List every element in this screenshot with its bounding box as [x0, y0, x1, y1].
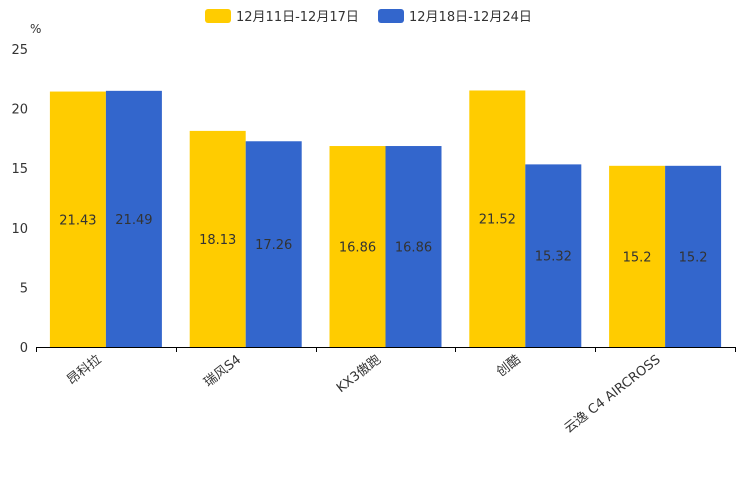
bar — [665, 165, 722, 347]
x-category-label: 昂科拉 — [64, 352, 104, 388]
bar — [105, 90, 162, 347]
bar-value-label: 15.2 — [679, 250, 708, 265]
bars — [49, 90, 722, 347]
x-category-label: 创酷 — [494, 352, 524, 380]
bar-value-label: 21.49 — [115, 213, 152, 228]
bar — [49, 91, 106, 347]
y-axis-unit: % — [30, 22, 41, 36]
legend: 12月11日-12月17日 12月18日-12月24日 — [205, 9, 532, 25]
y-tick-label: 10 — [11, 222, 28, 237]
legend-label: 12月11日-12月17日 — [236, 10, 359, 25]
x-category-label: 瑞风S4 — [201, 352, 244, 390]
bar-value-label: 16.86 — [339, 241, 376, 256]
bar — [525, 164, 582, 347]
bar-value-label: 21.43 — [59, 213, 96, 228]
bar — [385, 146, 442, 347]
bar — [329, 146, 386, 347]
bar-value-label: 18.13 — [199, 233, 236, 248]
y-tick-label: 15 — [11, 162, 28, 177]
bar-value-label: 17.26 — [255, 238, 292, 253]
bar — [609, 165, 666, 347]
y-axis: 0 5 10 15 20 25 — [11, 43, 28, 356]
x-category-label: 云逸 C4 AIRCROSS — [562, 352, 664, 436]
bar-value-label: 15.2 — [623, 250, 652, 265]
y-tick-label: 0 — [20, 341, 28, 356]
bar — [189, 130, 246, 347]
bar — [245, 141, 302, 347]
legend-label: 12月18日-12月24日 — [409, 10, 532, 25]
bar-value-label: 15.32 — [535, 250, 572, 265]
y-tick-label: 5 — [20, 281, 28, 296]
legend-swatch — [205, 9, 231, 23]
value-labels: 21.43 21.49 18.13 17.26 16.86 16.86 21.52 15.32… — [59, 213, 707, 266]
bar — [469, 90, 526, 347]
y-tick-label: 20 — [11, 103, 28, 118]
y-tick-label: 25 — [11, 43, 28, 58]
legend-swatch — [378, 9, 404, 23]
x-category-label: KX3傲跑 — [334, 352, 384, 396]
bar-value-label: 16.86 — [395, 241, 432, 256]
bar-value-label: 21.52 — [479, 213, 516, 228]
x-axis: 昂科拉 瑞风S4 KX3傲跑 创酷 云逸 C4 AIRCROSS — [36, 347, 736, 437]
